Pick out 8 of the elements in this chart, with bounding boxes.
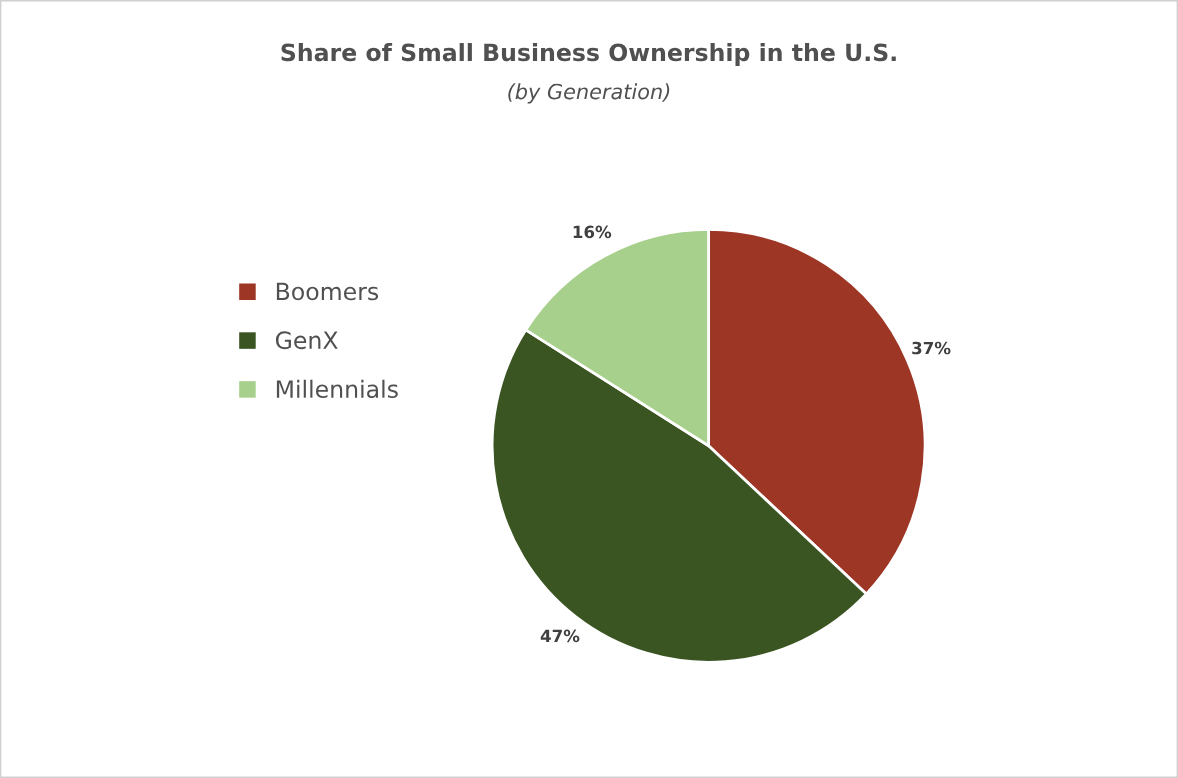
data-label: 37% <box>912 341 951 355</box>
legend-label: GenX <box>275 331 338 350</box>
data-label: 47% <box>540 629 580 643</box>
legend-label: Boomers <box>276 282 379 301</box>
data-label: 16% <box>573 225 612 239</box>
chart-title: Share of Small Business Ownership in the U.S. <box>281 43 896 66</box>
legend-label: Millennials <box>276 379 398 398</box>
chart-subtitle: (by Generation) <box>508 83 670 104</box>
